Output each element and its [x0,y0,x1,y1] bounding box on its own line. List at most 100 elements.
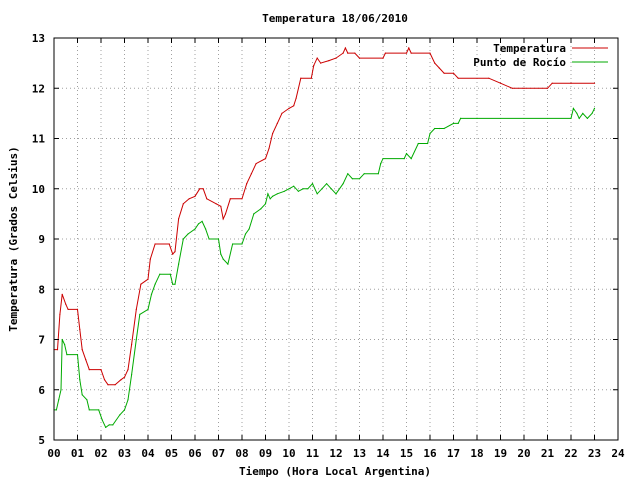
x-tick-label: 16 [423,447,437,460]
legend-label-2: Punto de Rocío [473,56,566,69]
data-point [64,343,66,346]
data-point [570,117,572,119]
data-point [67,308,69,310]
data-point [434,62,436,64]
data-point [248,228,250,230]
data-point [255,163,257,165]
data-point [344,47,346,49]
data-point [302,188,304,190]
data-point [377,173,379,175]
data-point [140,283,142,285]
data-point [194,195,196,197]
data-point [66,354,68,356]
data-point [147,278,149,280]
data-point [586,117,589,119]
data-point [316,193,318,195]
data-point [269,198,271,200]
data-point [172,283,174,285]
data-point [250,173,252,175]
data-point [380,163,382,165]
data-point [178,263,180,265]
data-point [215,203,217,205]
x-tick-label: 15 [400,447,413,460]
data-point [410,52,412,54]
data-point [154,283,156,285]
data-point [182,238,184,240]
data-point [410,158,412,160]
chart-title: Temperatura 18/06/2010 [262,12,408,25]
data-point [246,183,248,185]
data-point [60,389,62,391]
y-tick-label: 11 [32,133,46,146]
data-point [272,132,274,135]
data-point [217,238,220,240]
x-tick-label: 01 [71,447,85,460]
y-axis-label: Temperatura (Grados Celsius) [7,146,20,331]
data-point [320,62,322,64]
data-point [511,87,513,89]
data-point [272,195,274,197]
data-point [408,47,410,49]
data-point [107,384,109,386]
data-point [443,127,445,130]
data-point [131,343,133,346]
data-point [358,178,361,180]
data-point [310,77,312,79]
x-tick-label: 17 [447,447,460,460]
data-point [105,426,107,428]
data-point [335,57,337,59]
data-point [429,132,431,135]
data-point [114,384,116,386]
data-point [149,258,151,260]
data-point [150,293,153,295]
data-point [174,251,176,253]
data-point [58,399,60,401]
y-tick-label: 10 [32,183,45,196]
data-point [244,233,247,235]
y-tick-label: 8 [38,283,45,296]
x-tick-label: 11 [306,447,320,460]
data-point [101,419,103,421]
data-point [206,198,208,200]
data-point [267,193,269,195]
data-point [86,399,88,401]
data-point [260,208,262,210]
data-point [488,77,490,79]
data-point [576,112,578,114]
x-tick-label: 02 [94,447,107,460]
data-point [232,243,234,245]
data-point [220,205,222,207]
x-tick-label: 04 [141,447,155,460]
data-point [427,142,429,145]
data-point [403,158,405,160]
data-point [295,97,297,99]
data-point [127,399,129,401]
data-point [123,376,126,378]
data-point [354,52,356,54]
data-point [330,188,332,190]
data-point [224,213,227,215]
y-tick-label: 6 [38,384,45,397]
data-point [76,354,79,356]
x-tick-label: 23 [588,447,601,460]
data-point [457,77,459,79]
data-point [342,183,344,185]
x-tick-label: 14 [376,447,390,460]
data-point [342,52,344,54]
data-point [429,52,431,54]
data-point [81,394,83,396]
data-point [351,178,353,180]
data-point [347,52,349,54]
data-point [293,185,295,187]
data-point [188,198,190,200]
x-tick-label: 18 [470,447,483,460]
x-tick-label: 19 [494,447,507,460]
axis-ticks [53,37,619,441]
x-tick-label: 20 [517,447,530,460]
data-point [457,122,459,124]
x-tick-label: 03 [118,447,131,460]
data-point [61,338,63,341]
data-point [131,374,133,376]
y-tick-label: 7 [38,334,45,347]
